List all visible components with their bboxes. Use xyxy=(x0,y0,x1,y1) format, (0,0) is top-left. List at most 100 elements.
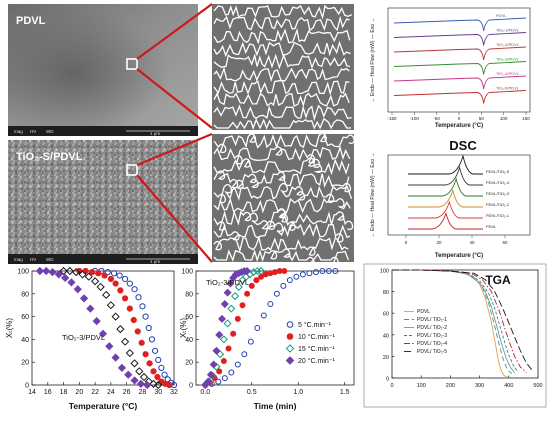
data-point xyxy=(209,360,218,369)
data-point xyxy=(104,269,111,276)
dsc-heating-curve-label: TiO₂-1/PDVL xyxy=(496,28,520,33)
sem-label-tio2: TiO₂-S/PDVL xyxy=(16,151,83,163)
data-point xyxy=(61,273,70,282)
dsc-cooling-tick-label: 0 xyxy=(405,240,408,245)
y-tick-label: 20 xyxy=(383,355,389,361)
zoom-line-bottom-upper xyxy=(136,132,213,167)
data-point xyxy=(234,315,241,322)
x-tick-label: 14 xyxy=(28,389,36,396)
dsc-heating-tick-label: 0 xyxy=(458,116,461,121)
data-point xyxy=(154,373,161,381)
data-point xyxy=(134,328,141,335)
zoom-line-top-upper xyxy=(136,3,213,60)
sem-info-bar-top: mag HV WD 1 μm xyxy=(8,126,198,136)
data-point xyxy=(42,266,51,276)
data-point xyxy=(86,304,95,313)
data-point xyxy=(91,277,100,286)
chain-strand xyxy=(213,222,351,243)
dsc-cooling-curve-label: PDVL/TiO₂-3 xyxy=(486,191,510,196)
data-point xyxy=(260,312,267,319)
dsc-heating-curve xyxy=(393,32,527,46)
dsc-cooling-curve-label: PDVL/TiO₂-4 xyxy=(486,180,510,185)
x-tick-label: 1.0 xyxy=(293,389,303,396)
data-point xyxy=(142,313,149,320)
chain-strand xyxy=(213,80,350,96)
data-point xyxy=(299,271,306,278)
legend-label: 15 °C.min⁻¹ xyxy=(298,345,336,353)
dsc-cooling-xlabel: Temperature (°C) xyxy=(435,253,483,259)
tga-legend-label: PDVL/ TiO₂-1 xyxy=(417,317,447,323)
chain-strand xyxy=(213,15,350,32)
dsc-cooling-ylabel: ← Endo — Heat Flow (mW) — Exo → xyxy=(370,153,376,238)
y-tick-label: 80 xyxy=(383,290,389,296)
chain-schematic-pdvl xyxy=(212,4,354,130)
data-point xyxy=(280,282,287,289)
data-point xyxy=(105,342,114,351)
data-point xyxy=(166,381,173,389)
chain-schematic-tio2 xyxy=(212,132,355,267)
x-tick-label: 100 xyxy=(417,383,426,389)
data-point xyxy=(151,347,159,354)
data-point xyxy=(220,300,229,309)
data-point xyxy=(228,369,235,376)
data-point xyxy=(135,294,142,301)
tga-title: TGA xyxy=(485,273,511,287)
data-point xyxy=(286,321,294,328)
data-point xyxy=(48,268,57,277)
data-point xyxy=(102,290,111,300)
data-point xyxy=(139,372,149,382)
data-point xyxy=(110,270,118,277)
data-point xyxy=(248,282,255,289)
data-point xyxy=(158,364,165,371)
tga-chart: 0 100 200 300 400 500 0 20 40 60 80 100 TGA PDVL PDVL/… xyxy=(363,263,547,408)
data-point xyxy=(285,344,295,353)
x-tick-label: 26 xyxy=(123,389,131,396)
dsc-cooling-curve xyxy=(408,154,483,175)
data-point xyxy=(247,338,254,345)
xt-vs-temperature-chart: 14 16 18 20 22 24 26 28 30 32 0 20 40 60 80 100 TiO₂-3/P… xyxy=(5,266,178,411)
dsc-heating-curve xyxy=(393,90,527,104)
data-point xyxy=(124,370,133,379)
chain-strand xyxy=(213,182,353,204)
x-tick-label: 20 xyxy=(75,389,83,396)
tga-panel-border xyxy=(363,263,547,408)
dsc-heating-curve-label: TiO₂-3/PDVL xyxy=(496,57,520,62)
tga-legend-label: PDVL/ TiO₂-2 xyxy=(417,325,447,331)
data-point xyxy=(239,302,246,309)
y-tick-label: 100 xyxy=(17,269,29,276)
data-point xyxy=(227,304,236,313)
tga-legend-label: PDVL xyxy=(417,309,430,315)
tga-curve xyxy=(392,269,513,375)
data-point xyxy=(286,277,293,284)
x-tick-label: 0.5 xyxy=(247,389,257,396)
data-point xyxy=(155,356,162,364)
data-point xyxy=(234,361,241,368)
dsc-cooling-curve xyxy=(408,177,483,197)
sem-scale-top: 1 μm xyxy=(150,131,160,136)
data-point xyxy=(285,356,295,365)
data-point xyxy=(325,268,332,274)
chain-strand xyxy=(213,132,355,154)
data-point xyxy=(223,319,232,328)
data-point xyxy=(244,290,251,297)
tga-curve xyxy=(392,269,533,371)
chain-strand xyxy=(213,248,350,267)
data-point xyxy=(312,269,319,276)
y-tick-label: 20 xyxy=(21,360,29,367)
chain-strand xyxy=(213,157,350,176)
data-point xyxy=(142,351,149,358)
data-point xyxy=(332,268,339,274)
zoom-line-top-lower xyxy=(136,68,213,129)
y-tick-label: 80 xyxy=(185,291,193,298)
x-tick-label: 300 xyxy=(475,383,484,389)
dsc-cooling-curve xyxy=(408,188,483,208)
dsc-heating-curve xyxy=(393,17,527,32)
dsc-cooling-curve-label: PDVL/TiO₂-1 xyxy=(486,213,510,218)
dsc-cooling-curve xyxy=(408,200,483,219)
data-point xyxy=(111,353,120,362)
chain-strand xyxy=(213,208,354,231)
dsc-heating-curve xyxy=(393,61,527,75)
dsc-heating-tick-label: 150 xyxy=(522,116,530,121)
dsc-cooling-curve-label: PDVL/TiO₂-5 xyxy=(486,169,510,174)
data-point xyxy=(204,377,213,386)
